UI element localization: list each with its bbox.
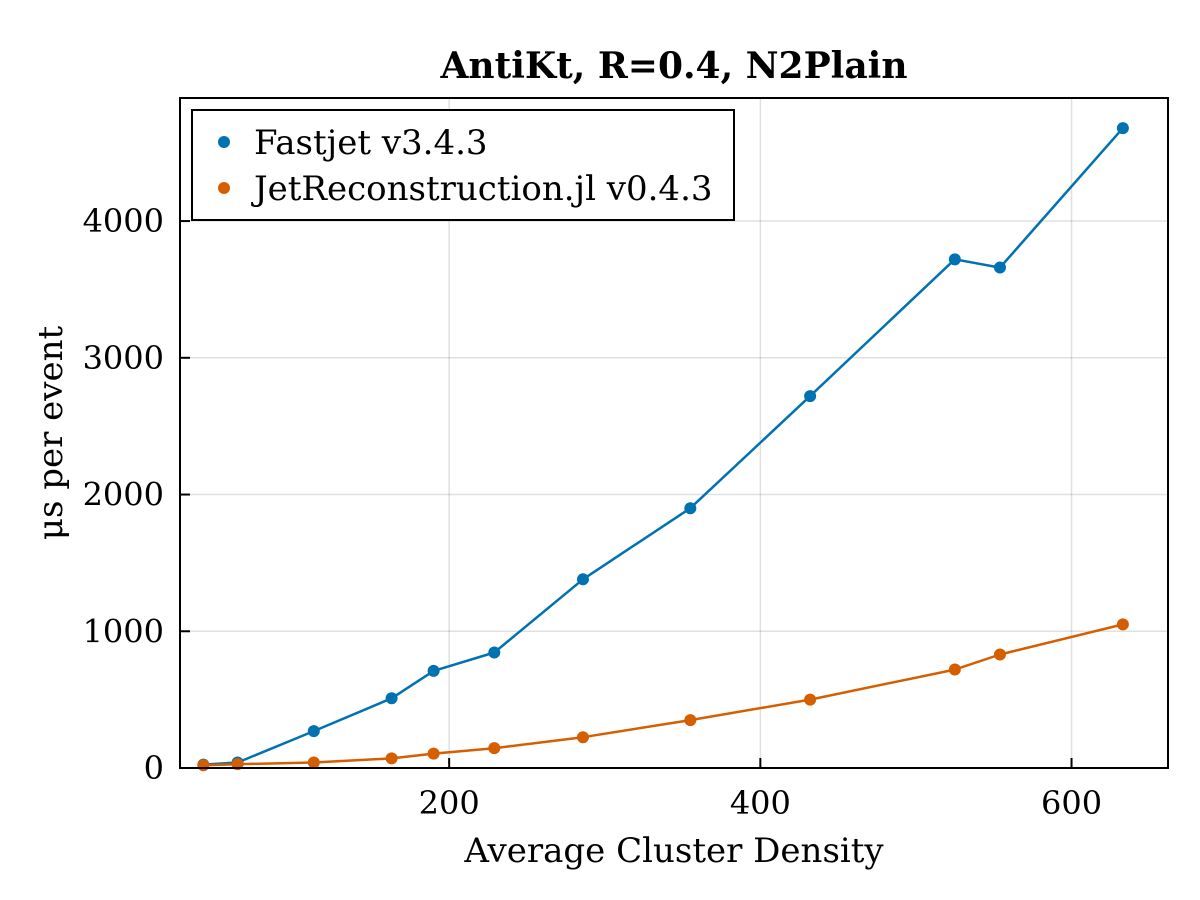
legend-label-fastjet: Fastjet v3.4.3	[254, 123, 488, 163]
plot-frame	[179, 97, 1169, 769]
data-point-fastjet	[948, 253, 961, 266]
axis-ticks: 200 400 600 0 1000 2000 3000 4000	[83, 202, 1103, 822]
data-point-fastjet	[993, 261, 1006, 274]
x-tick-label: 600	[1041, 784, 1102, 822]
data-point-jetreconstruction	[488, 742, 501, 755]
legend-box	[191, 109, 735, 221]
y-tick-label: 3000	[83, 339, 164, 377]
data-point-fastjet	[1116, 122, 1129, 135]
data-point-fastjet	[488, 646, 501, 659]
series-line-jetreconstruction	[203, 623, 1124, 767]
data-point-fastjet	[307, 725, 320, 738]
data-point-fastjet	[427, 664, 440, 677]
data-point-jetreconstruction	[993, 648, 1006, 661]
legend: Fastjet v3.4.3 JetReconstruction.jl v0.4…	[191, 109, 735, 221]
series-line-fastjet	[203, 127, 1124, 766]
legend-marker-fastjet	[218, 136, 230, 148]
legend-marker-jetreconstruction	[218, 182, 230, 194]
x-tick-label: 200	[419, 784, 480, 822]
data-point-fastjet	[804, 390, 817, 403]
x-axis-label: Average Cluster Density	[463, 831, 884, 871]
y-tick-label: 2000	[83, 476, 164, 514]
data-point-fastjet	[385, 692, 398, 705]
data-point-jetreconstruction	[427, 747, 440, 760]
data-point-jetreconstruction	[197, 759, 210, 772]
data-point-jetreconstruction	[307, 756, 320, 769]
data-point-jetreconstruction	[1116, 618, 1129, 631]
y-tick-label: 1000	[83, 612, 164, 650]
y-tick-label: 4000	[83, 202, 164, 240]
y-tick-label: 0	[144, 749, 164, 787]
legend-label-jetreconstruction: JetReconstruction.jl v0.4.3	[251, 169, 713, 209]
data-point-jetreconstruction	[804, 693, 817, 706]
data-point-jetreconstruction	[948, 663, 961, 676]
data-point-jetreconstruction	[385, 752, 398, 765]
grid-lines	[180, 98, 1168, 768]
y-axis-label: μs per event	[31, 326, 71, 541]
series-layer	[197, 122, 1129, 772]
chart-title: AntiKt, R=0.4, N2Plain	[439, 45, 907, 87]
data-point-fastjet	[684, 502, 697, 515]
data-point-jetreconstruction	[684, 714, 697, 727]
data-point-fastjet	[576, 573, 589, 586]
x-tick-label: 400	[730, 784, 791, 822]
data-point-jetreconstruction	[576, 731, 589, 744]
